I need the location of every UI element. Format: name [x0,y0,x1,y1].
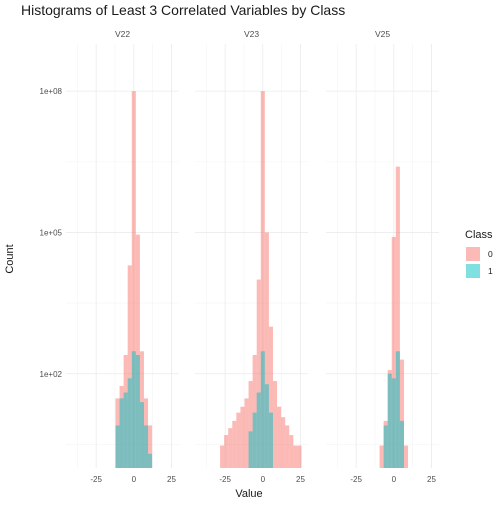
legend-label-class-0: 0 [488,249,493,259]
facet-panel-v25: V25 -25 0 25 [326,29,439,484]
bar-class-1 [119,398,124,468]
bar-class-1 [399,420,404,468]
legend-title: Class [465,229,493,241]
bar-class-0 [264,232,269,468]
bar-class-0 [281,417,286,468]
x-tick-label: 0 [261,475,266,484]
bar-class-0 [252,355,257,468]
y-tick-label: 1e+02 [40,370,63,379]
bar-class-1 [139,402,144,468]
y-axis-label: Count [4,244,16,273]
bar-class-0 [232,420,237,468]
bar-class-1 [383,425,388,468]
legend-key-class-1 [466,264,480,278]
facet-strip-label: V22 [115,29,130,39]
x-tick-label: -25 [219,475,231,484]
chart-title: Histograms of Least 3 Correlated Variabl… [21,2,345,18]
bar-class-0 [268,326,273,468]
bar-class-0 [272,381,278,468]
bar-class-1 [248,431,253,468]
bar-class-0 [220,445,225,468]
bar-class-0 [228,428,233,468]
legend-label-class-1: 1 [488,266,493,276]
bar-class-1 [143,425,149,468]
bar-class-1 [256,392,261,468]
legend-key-class-0 [466,247,480,261]
bar-class-1 [123,392,128,468]
bar-class-1 [264,384,269,468]
bar-class-0 [399,359,404,468]
bar-class-0 [403,445,409,468]
bar-class-0 [244,398,249,468]
bar-class-0 [289,435,294,468]
bar-class-0 [240,406,245,468]
bar-class-1 [127,378,132,468]
bar-class-0 [391,237,396,468]
bar-class-0 [285,425,290,468]
x-tick-label: 0 [132,475,137,484]
legend: Class 0 1 [465,229,493,278]
bar-class-1 [391,378,396,468]
bar-class-1 [148,453,153,468]
x-tick-label: 25 [427,475,436,484]
bar-class-1 [387,373,392,468]
x-axis-label: Value [235,488,262,500]
x-tick-label: -25 [350,475,362,484]
bar-class-0 [127,265,132,468]
bar-class-0 [236,412,241,468]
bar-class-0 [224,435,229,468]
bar-class-1 [135,355,140,468]
bar-class-0 [131,91,136,468]
y-axis-ticks: 1e+02 1e+05 1e+08 [40,87,63,379]
bar-class-0 [297,445,302,468]
bar-class-1 [268,412,273,468]
y-tick-label: 1e+05 [40,228,63,237]
bar-class-1 [115,425,120,468]
bar-class-1 [260,351,265,468]
bar-class-0 [260,91,265,468]
bar-class-0 [135,234,140,468]
facet-strip-label: V23 [244,29,259,39]
bar-class-0 [248,381,253,468]
bar-class-0 [395,166,400,468]
facet-strip-label: V25 [375,29,390,39]
x-tick-label: 25 [296,475,305,484]
bar-class-0 [148,425,153,468]
bar-class-0 [379,445,384,468]
bar-class-1 [131,351,136,468]
bar-class-1 [395,351,400,468]
bar-class-0 [293,445,298,468]
bar-class-0 [256,279,261,468]
x-tick-label: 0 [392,475,397,484]
bar-class-0 [277,406,282,468]
facet-panel-v22: V22 -25 0 25 [66,29,179,484]
x-tick-label: -25 [90,475,102,484]
bar-class-1 [252,412,257,468]
y-tick-label: 1e+08 [40,87,63,96]
x-tick-label: 25 [167,475,176,484]
facet-panel-v23: V23 -25 0 25 [195,29,308,484]
